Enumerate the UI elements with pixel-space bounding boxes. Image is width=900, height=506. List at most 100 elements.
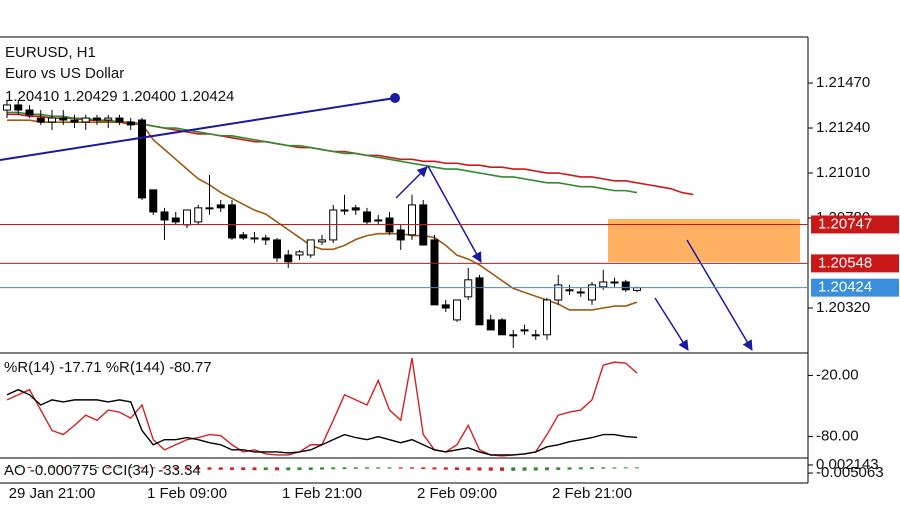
supply-zone: [608, 219, 800, 262]
bar: [522, 467, 527, 471]
candle-body: [464, 279, 473, 298]
candle-body: [205, 207, 214, 210]
bar: [612, 467, 617, 469]
bar: [50, 467, 54, 469]
candle-body: [576, 291, 585, 294]
bar: [545, 467, 549, 471]
bar: [61, 467, 66, 469]
candle-body: [318, 239, 326, 243]
bar: [128, 467, 133, 469]
bar: [151, 467, 156, 469]
y-tick-label: 1.21470: [816, 74, 870, 91]
bar: [567, 467, 572, 470]
candle-body: [554, 284, 563, 301]
bar: [275, 467, 279, 471]
arrow: [427, 165, 482, 263]
candle-body: [351, 207, 360, 211]
candle-body: [441, 304, 450, 309]
candle-body: [588, 284, 596, 301]
bar: [410, 467, 414, 469]
candle-body: [93, 117, 101, 121]
bar: [466, 467, 471, 471]
candle-body: [115, 117, 124, 123]
candle-body: [396, 229, 405, 241]
candle-body: [273, 239, 281, 259]
candle-body: [261, 237, 270, 241]
candle-body: [284, 254, 293, 263]
price-level-label: 1.20747: [818, 215, 872, 232]
candle-body: [25, 109, 34, 116]
candle-body: [453, 299, 461, 321]
bar: [376, 467, 381, 469]
bar: [556, 467, 561, 470]
trend-line: [0, 97, 396, 161]
bar: [162, 467, 167, 469]
bar: [353, 467, 358, 469]
price-level-label: 1.20424: [818, 279, 872, 296]
y-tick-label: -20.00: [816, 366, 859, 383]
bar: [173, 467, 178, 469]
bar: [38, 467, 43, 469]
candle-body: [126, 121, 135, 126]
data-layer: [3, 100, 694, 471]
candle-body: [48, 117, 56, 123]
candle-body: [81, 117, 90, 123]
candle-body: [610, 281, 619, 284]
candle-body: [239, 234, 248, 239]
bar: [27, 467, 32, 469]
x-tick-label: 1 Feb 21:00: [282, 485, 362, 502]
candle-body: [509, 334, 518, 337]
candle-body: [216, 204, 225, 209]
candle-body: [160, 211, 169, 221]
bar: [308, 467, 313, 470]
price-level-box: [811, 215, 899, 234]
candle-body: [183, 209, 191, 226]
candle-body: [363, 211, 371, 223]
candle-body: [498, 319, 506, 336]
arrow: [654, 297, 689, 351]
bar: [590, 467, 594, 469]
x-tick-label: 2 Feb 09:00: [417, 485, 497, 502]
bar: [207, 467, 212, 470]
candle-body: [3, 104, 11, 111]
candle-body: [520, 329, 529, 332]
bar: [533, 467, 538, 471]
bar: [455, 467, 459, 471]
candle-body: [104, 117, 113, 121]
candle-body: [621, 281, 630, 291]
bar: [331, 467, 336, 470]
candle-body: [70, 119, 79, 123]
bar: [252, 467, 257, 471]
candle-body: [340, 209, 349, 212]
bar: [83, 467, 88, 469]
candle-body: [531, 334, 540, 337]
bar: [320, 467, 324, 470]
candle-body: [59, 117, 68, 121]
bar: [185, 467, 189, 470]
bar: [635, 467, 639, 469]
bar: [578, 467, 583, 470]
bar: [140, 467, 144, 469]
candle-body: [374, 219, 383, 222]
ohlc-readout: 1.20410 1.20429 1.20400 1.20424: [5, 88, 234, 105]
candle-body: [14, 104, 23, 111]
candle-body: [408, 204, 416, 236]
candle-body: [228, 204, 236, 239]
x-tick-label: 1 Feb 09:00: [147, 485, 227, 502]
y-tick-label: 1.21010: [816, 164, 870, 181]
y-tick-label: 1.20320: [816, 299, 870, 316]
candle-body: [295, 251, 304, 256]
y-tick-label: -80.00: [816, 428, 859, 445]
candle-body: [430, 239, 439, 306]
bar: [286, 467, 291, 471]
series-line: [6, 388, 638, 456]
bar: [218, 467, 223, 470]
price-level-box: [811, 254, 899, 273]
bar: [365, 467, 369, 469]
bar: [263, 467, 268, 471]
bar: [601, 467, 606, 469]
bar: [95, 467, 99, 469]
bar: [623, 467, 628, 469]
symbol-title: EURUSD, H1: [5, 44, 96, 61]
